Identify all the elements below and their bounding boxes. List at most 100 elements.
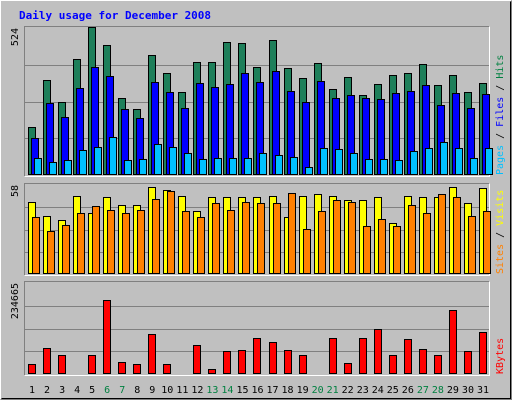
bar-pages-day-8 bbox=[139, 159, 147, 175]
x-tick-label-day-5: 5 bbox=[89, 385, 95, 396]
series-side-label: Visits bbox=[495, 190, 506, 226]
bar-pages-day-26 bbox=[410, 151, 418, 175]
x-tick-label-day-21: 21 bbox=[327, 385, 339, 396]
bar-pages-day-30 bbox=[470, 158, 478, 175]
bar-pages-day-1 bbox=[34, 158, 42, 175]
bar-kbytes-day-14 bbox=[223, 351, 231, 374]
bar-sites-day-15 bbox=[242, 202, 250, 274]
bar-kbytes-day-9 bbox=[148, 334, 156, 374]
bar-sites-day-22 bbox=[348, 202, 356, 274]
bar-kbytes-day-5 bbox=[88, 355, 96, 374]
bar-pages-day-5 bbox=[94, 147, 102, 175]
series-side-label: / bbox=[495, 79, 506, 97]
bar-pages-day-22 bbox=[350, 153, 358, 175]
bar-kbytes-day-31 bbox=[479, 332, 487, 374]
x-tick-label-day-30: 30 bbox=[462, 385, 474, 396]
series-side-label: Files bbox=[495, 97, 506, 127]
x-tick-label-day-8: 8 bbox=[134, 385, 140, 396]
panel-border-dark bbox=[24, 281, 490, 376]
x-tick-label-day-24: 24 bbox=[372, 385, 384, 396]
panel-border-dark bbox=[24, 26, 490, 177]
x-tick-label-day-31: 31 bbox=[477, 385, 489, 396]
bar-sites-day-27 bbox=[423, 213, 431, 274]
bar-pages-day-24 bbox=[380, 159, 388, 175]
x-tick-label-day-3: 3 bbox=[59, 385, 65, 396]
series-side-labels: Sites / Visits bbox=[495, 190, 506, 274]
bar-kbytes-day-8 bbox=[133, 364, 141, 374]
chart-panels: 524 Pages / Files / Hits 58 Sites / Visits 2… bbox=[10, 26, 506, 376]
x-tick-label-day-23: 23 bbox=[357, 385, 369, 396]
bar-pages-day-31 bbox=[485, 148, 493, 175]
x-tick-label-day-20: 20 bbox=[312, 385, 324, 396]
bar-sites-day-23 bbox=[363, 226, 371, 274]
bar-pages-day-6 bbox=[109, 137, 117, 175]
bar-sites-day-20 bbox=[318, 211, 326, 274]
bar-sites-day-26 bbox=[408, 205, 416, 274]
bar-pages-day-27 bbox=[425, 148, 433, 175]
bar-sites-day-29 bbox=[453, 197, 461, 274]
bar-pages-day-4 bbox=[79, 150, 87, 175]
bar-sites-day-5 bbox=[92, 206, 100, 274]
bar-kbytes-day-30 bbox=[464, 351, 472, 374]
series-side-label: Sites bbox=[495, 244, 506, 274]
bar-sites-day-11 bbox=[182, 211, 190, 274]
x-tick-label-day-22: 22 bbox=[342, 385, 354, 396]
x-tick-label-day-4: 4 bbox=[74, 385, 80, 396]
y-axis-max-label: 524 bbox=[10, 28, 21, 46]
x-tick-label-day-14: 14 bbox=[221, 385, 233, 396]
bar-sites-day-9 bbox=[152, 199, 160, 274]
bar-kbytes-day-10 bbox=[163, 364, 171, 374]
x-tick-label-day-27: 27 bbox=[417, 385, 429, 396]
x-tick-label-day-18: 18 bbox=[282, 385, 294, 396]
panel-kbytes: 234665 KBytes bbox=[10, 281, 506, 376]
bar-kbytes-day-17 bbox=[269, 342, 277, 374]
x-axis-day-labels: 1 2 3 4 5 6 7 8 9 10 11 12 13 14 15 16 17 18 19 20 21 22 23 24 2… bbox=[29, 385, 489, 396]
bar-sites-day-1 bbox=[32, 217, 40, 274]
bar-kbytes-day-27 bbox=[419, 349, 427, 374]
bar-pages-day-9 bbox=[154, 144, 162, 175]
bar-kbytes-day-13 bbox=[208, 369, 216, 374]
bar-pages-day-25 bbox=[395, 160, 403, 175]
bar-sites-day-21 bbox=[333, 200, 341, 274]
x-tick-label-day-13: 13 bbox=[206, 385, 218, 396]
x-tick-label-day-1: 1 bbox=[29, 385, 35, 396]
bar-sites-day-4 bbox=[77, 213, 85, 274]
bar-sites-day-14 bbox=[227, 210, 235, 274]
bar-kbytes-day-26 bbox=[404, 339, 412, 374]
bar-pages-day-7 bbox=[124, 160, 132, 175]
bar-sites-day-28 bbox=[438, 194, 446, 274]
bar-sites-day-17 bbox=[273, 203, 281, 274]
bar-sites-day-3 bbox=[62, 225, 70, 274]
x-tick-label-day-29: 29 bbox=[447, 385, 459, 396]
bar-kbytes-day-15 bbox=[238, 350, 246, 374]
panel-hits-files-pages: 524 Pages / Files / Hits bbox=[10, 26, 506, 177]
bar-pages-day-10 bbox=[169, 147, 177, 175]
bar-pages-day-16 bbox=[259, 153, 267, 175]
bar-sites-day-7 bbox=[122, 213, 130, 274]
bar-pages-day-19 bbox=[305, 167, 313, 175]
x-tick-label-day-28: 28 bbox=[432, 385, 444, 396]
series-side-label: / bbox=[495, 127, 506, 145]
bar-kbytes-day-16 bbox=[253, 338, 261, 374]
bar-sites-day-8 bbox=[137, 210, 145, 274]
bar-kbytes-day-23 bbox=[359, 338, 367, 374]
x-tick-label-day-6: 6 bbox=[104, 385, 110, 396]
bar-sites-day-24 bbox=[378, 219, 386, 274]
bar-sites-day-18 bbox=[288, 193, 296, 274]
x-tick-label-day-11: 11 bbox=[176, 385, 188, 396]
bar-pages-day-13 bbox=[214, 158, 222, 175]
panel-visits-sites: 58 Sites / Visits bbox=[10, 183, 506, 276]
bar-sites-day-16 bbox=[257, 203, 265, 274]
bar-pages-day-20 bbox=[320, 148, 328, 175]
x-tick-label-day-26: 26 bbox=[402, 385, 414, 396]
panel-border-dark bbox=[24, 183, 490, 276]
bar-kbytes-day-2 bbox=[43, 348, 51, 374]
bar-kbytes-day-12 bbox=[193, 345, 201, 374]
bar-sites-day-19 bbox=[303, 229, 311, 274]
bar-sites-day-2 bbox=[47, 231, 55, 274]
x-tick-label-day-25: 25 bbox=[387, 385, 399, 396]
x-tick-label-day-9: 9 bbox=[149, 385, 155, 396]
y-axis-max-label: 234665 bbox=[10, 283, 21, 319]
